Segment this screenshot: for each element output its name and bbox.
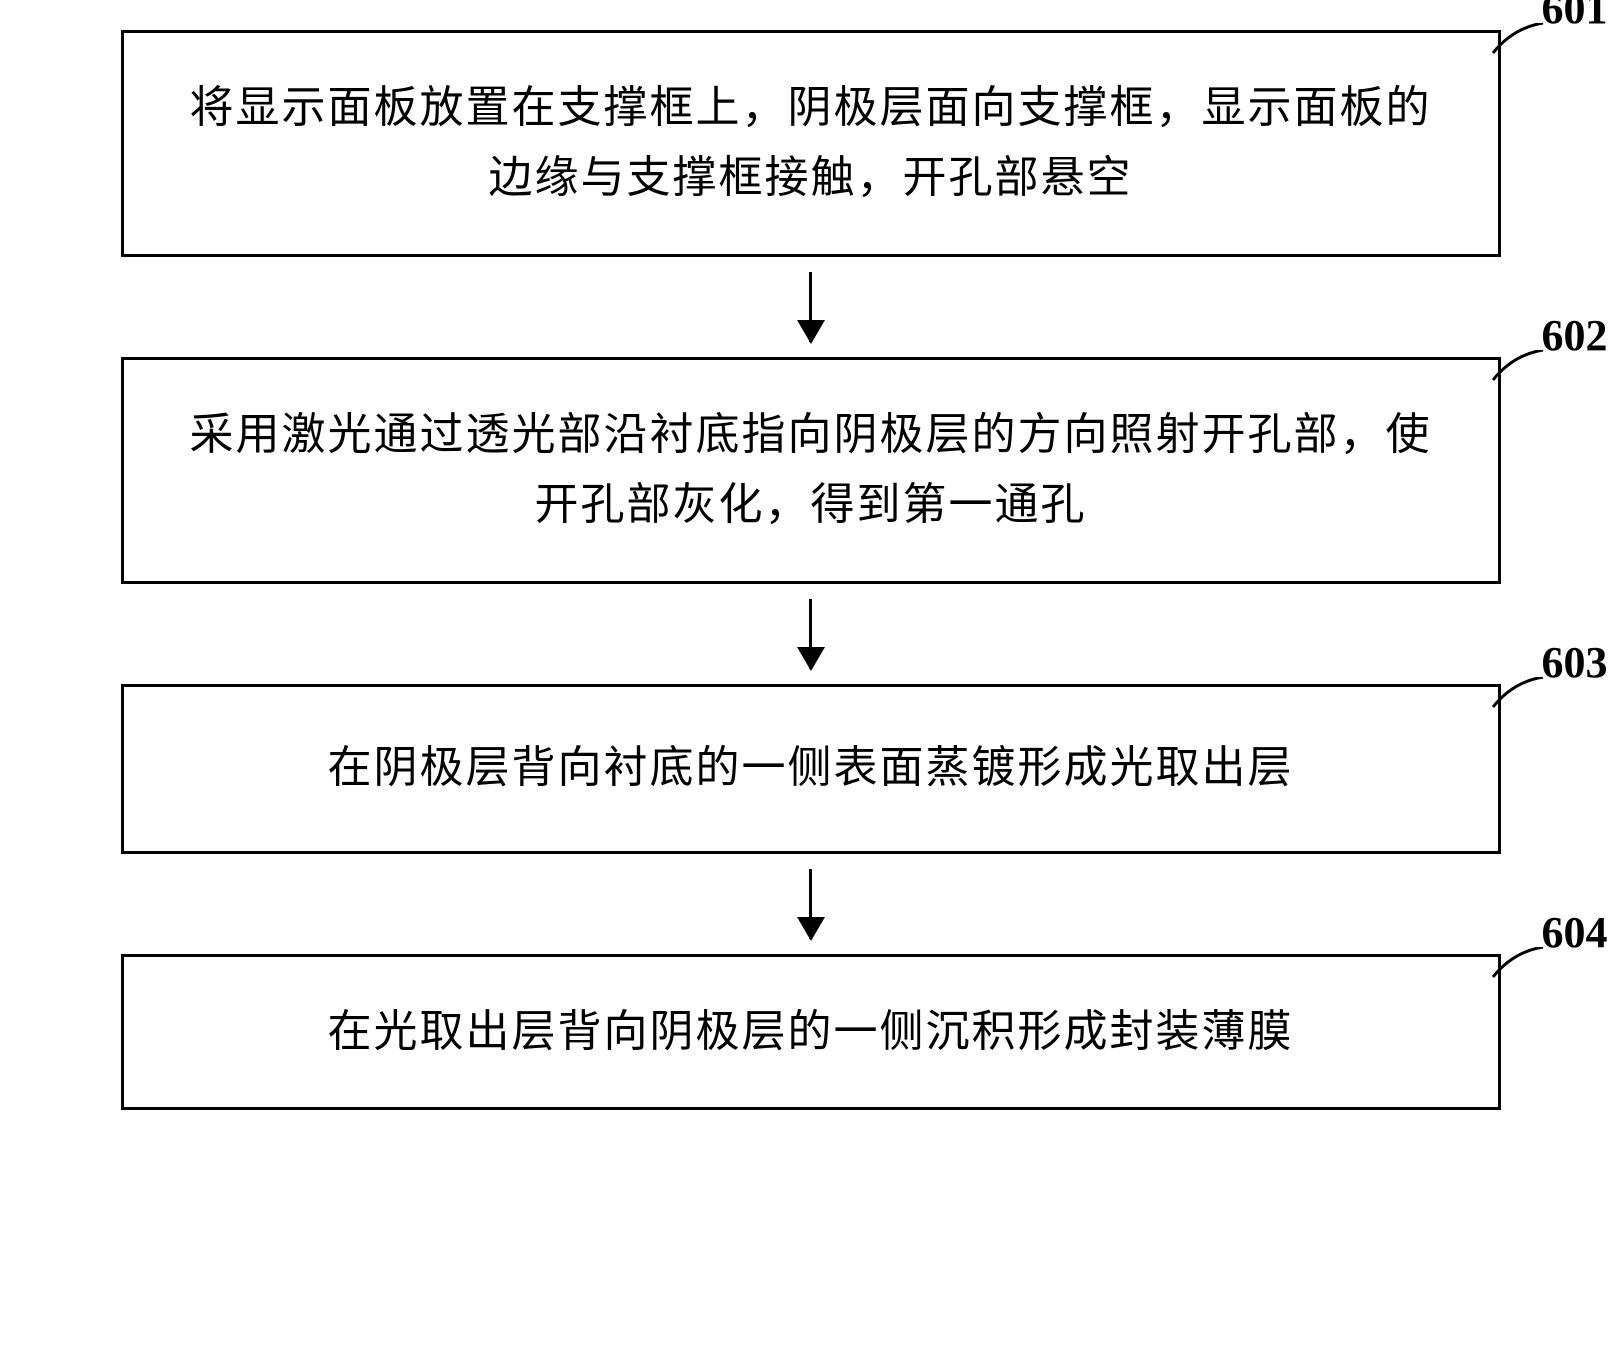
flowchart-container: 601 将显示面板放置在支撑框上，阴极层面向支撑框，显示面板的边缘与支撑框接触，… — [20, 20, 1601, 1110]
step-label-4: 604 — [1542, 907, 1608, 958]
arrow-1-2 — [809, 257, 812, 357]
step-label-3: 603 — [1542, 637, 1608, 688]
step-text-2: 采用激光通过透光部沿衬底指向阴极层的方向照射开孔部，使开孔部灰化，得到第一通孔 — [184, 400, 1438, 541]
arrow-icon — [809, 599, 812, 669]
step-text-1: 将显示面板放置在支撑框上，阴极层面向支撑框，显示面板的边缘与支撑框接触，开孔部悬… — [184, 73, 1438, 214]
arrow-icon — [809, 272, 812, 342]
arrow-3-4 — [809, 854, 812, 954]
label-connector-4 — [1488, 947, 1548, 987]
step-box-4: 604 在光取出层背向阴极层的一侧沉积形成封装薄膜 — [121, 954, 1501, 1110]
step-text-3: 在阴极层背向衬底的一侧表面蒸镀形成光取出层 — [328, 733, 1294, 803]
step-box-3: 603 在阴极层背向衬底的一侧表面蒸镀形成光取出层 — [121, 684, 1501, 854]
arrow-2-3 — [809, 584, 812, 684]
arrow-icon — [809, 869, 812, 939]
label-connector-3 — [1488, 677, 1548, 717]
label-connector-2 — [1488, 350, 1548, 390]
step-text-4: 在光取出层背向阴极层的一侧沉积形成封装薄膜 — [328, 997, 1294, 1067]
step-box-1: 601 将显示面板放置在支撑框上，阴极层面向支撑框，显示面板的边缘与支撑框接触，… — [121, 30, 1501, 257]
label-connector-1 — [1488, 23, 1548, 63]
step-label-1: 601 — [1542, 0, 1608, 34]
step-label-2: 602 — [1542, 310, 1608, 361]
step-box-2: 602 采用激光通过透光部沿衬底指向阴极层的方向照射开孔部，使开孔部灰化，得到第… — [121, 357, 1501, 584]
